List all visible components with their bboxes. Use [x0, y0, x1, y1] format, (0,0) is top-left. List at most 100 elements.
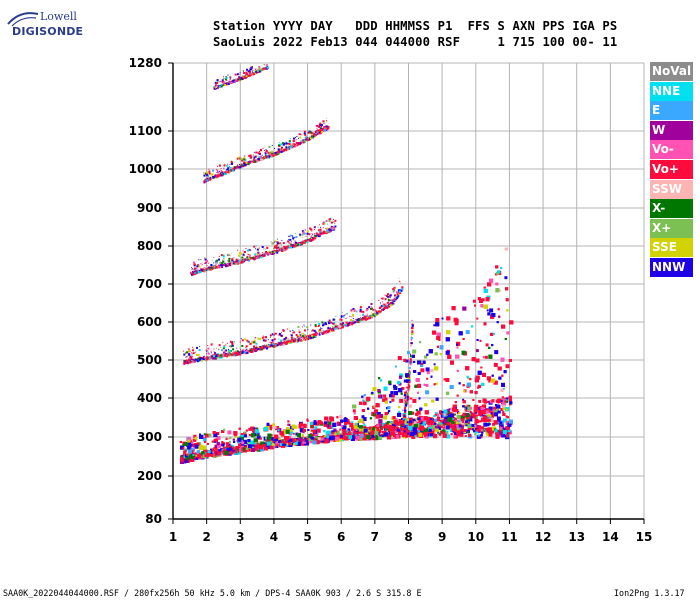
echo-point — [256, 432, 260, 436]
echo-point — [248, 427, 252, 431]
echo-point — [492, 409, 495, 411]
echo-point — [179, 441, 182, 443]
echo-point — [502, 428, 506, 432]
echo-point — [486, 432, 491, 436]
echo-point — [233, 447, 237, 450]
echo-point — [280, 439, 282, 442]
echo-point — [291, 424, 296, 429]
echo-point — [436, 332, 441, 337]
echo-point — [330, 426, 334, 430]
echo-point — [483, 286, 486, 289]
echo-point — [505, 298, 509, 302]
echo-point — [500, 408, 504, 411]
echo-point — [476, 339, 479, 341]
echo-point — [409, 420, 413, 424]
echo-point — [465, 366, 470, 371]
echo-point — [433, 363, 436, 366]
echo-point — [503, 418, 507, 423]
echo-point — [417, 372, 421, 375]
echo-point — [462, 412, 466, 416]
echo-point — [475, 416, 478, 419]
echo-point — [383, 394, 387, 398]
echo-point — [353, 416, 358, 420]
echo-point — [428, 426, 433, 431]
echo-point — [504, 276, 508, 280]
echo-point — [424, 428, 429, 433]
echo-point — [467, 404, 471, 408]
echo-point — [225, 437, 228, 440]
echo-point — [426, 371, 430, 375]
echo-point — [493, 380, 498, 385]
echo-point — [384, 400, 388, 404]
logo-swoosh-icon — [7, 12, 39, 27]
echo-point — [345, 430, 350, 435]
echo-point — [483, 400, 487, 404]
echo-point — [492, 422, 496, 426]
echo-point — [446, 316, 451, 321]
echo-point — [270, 438, 274, 442]
echo-point — [495, 288, 500, 293]
echo-point — [193, 438, 197, 442]
header-line-1: Station YYYY DAY DDD HHMMSS P1 FFS S AXN… — [213, 19, 618, 33]
echo-point — [274, 434, 279, 439]
echo-point — [501, 401, 506, 406]
echo-point — [435, 318, 440, 322]
echo-point — [227, 430, 232, 435]
echo-point — [477, 407, 481, 411]
echo-point — [372, 413, 376, 417]
echo-point — [429, 418, 432, 421]
echo-point — [465, 330, 470, 335]
echo-point — [249, 440, 254, 445]
echo-point — [417, 391, 419, 394]
echo-point — [504, 247, 508, 251]
echo-point — [393, 386, 398, 391]
echo-point — [493, 362, 498, 367]
echo-point — [426, 426, 429, 429]
echo-point — [398, 410, 401, 413]
echo-point — [479, 298, 483, 303]
echo-point — [464, 435, 467, 437]
echo-point — [449, 385, 454, 389]
echo-point — [478, 399, 482, 403]
echo-point — [494, 350, 499, 355]
echo-point — [384, 427, 387, 431]
echo-point — [203, 433, 206, 436]
echo-point — [362, 430, 365, 433]
echo-point — [353, 412, 356, 415]
echo-point — [493, 406, 496, 410]
echo-point — [437, 418, 441, 422]
echo-point — [351, 432, 354, 435]
echo-point — [488, 380, 491, 383]
echo-point — [299, 428, 304, 433]
echo-point — [445, 350, 450, 355]
echo-point — [256, 435, 261, 440]
echo-point — [439, 410, 443, 414]
echo-point — [337, 421, 342, 426]
echo-point — [424, 355, 428, 359]
echo-point — [452, 412, 454, 415]
echo-point — [292, 432, 295, 435]
echo-point — [505, 415, 508, 418]
echo-point — [467, 426, 472, 431]
echo-point — [301, 434, 304, 437]
echo-point — [488, 354, 493, 359]
echo-point — [286, 427, 289, 431]
echo-point — [419, 341, 422, 344]
echo-point — [380, 379, 383, 382]
echo-point — [362, 417, 367, 421]
echo-point — [495, 282, 499, 286]
logo-line1: Lowell — [40, 10, 77, 23]
echo-point — [477, 384, 481, 388]
echo-point — [435, 382, 438, 385]
echo-point — [358, 437, 363, 441]
echo-point — [435, 322, 440, 327]
echo-point — [456, 394, 459, 397]
echo-point — [502, 406, 506, 410]
echo-point — [199, 433, 201, 436]
echo-point — [316, 428, 321, 433]
echo-point — [289, 436, 292, 439]
echo-point — [362, 401, 367, 406]
echo-point — [430, 375, 433, 378]
echo-point — [191, 443, 194, 446]
echo-point — [205, 433, 210, 438]
